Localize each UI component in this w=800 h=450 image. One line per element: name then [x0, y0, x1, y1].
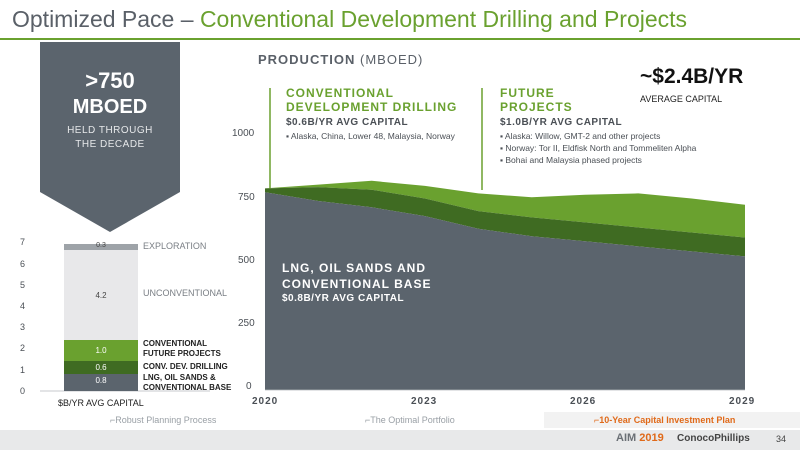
- side-tick-6: 6: [20, 259, 26, 269]
- side-seg-drilling: [64, 361, 138, 374]
- page-title: Optimized Pace – Conventional Developmen…: [12, 6, 687, 33]
- side-tick-3: 3: [20, 322, 26, 332]
- callout-line1: HELD THROUGH: [67, 125, 153, 136]
- side-xlabel: $B/YR AVG CAPITAL: [58, 398, 144, 408]
- y-tick-250: 250: [238, 318, 255, 329]
- side-tick-1: 1: [20, 365, 26, 375]
- callout-unit: MBOED: [72, 96, 148, 118]
- production-title: PRODUCTION (MBOED): [258, 52, 424, 67]
- conventional-heading: CONVENTIONAL DEVELOPMENT DRILLING: [286, 86, 458, 114]
- side-val-future: 1.0: [95, 346, 107, 355]
- side-seg-base: [64, 374, 138, 391]
- future-bullets: Alaska: Willow, GMT-2 and other projects…: [500, 130, 697, 166]
- side-tick-2: 2: [20, 343, 26, 353]
- side-label-exploration: EXPLORATION: [143, 241, 207, 251]
- title-accent: Conventional Development Drilling and Pr…: [199, 6, 688, 32]
- y-tick-750: 750: [238, 192, 255, 203]
- y-tick-1000: 1000: [232, 128, 255, 139]
- callout-value: >750: [85, 68, 135, 93]
- future-capital: $1.0B/YR AVG CAPITAL: [500, 117, 623, 128]
- future-bullet: Bohai and Malaysia phased projects: [500, 154, 696, 166]
- callout-shape: [40, 42, 180, 232]
- conventional-bullets: Alaska, China, Lower 48, Malaysia, Norwa…: [286, 130, 455, 142]
- aim-logo: AIM 2019: [616, 432, 664, 444]
- title-main: Optimized Pace: [12, 6, 175, 32]
- side-label-base: LNG, OIL SANDS & CONVENTIONAL BASE: [143, 373, 232, 392]
- side-tick-5: 5: [20, 280, 26, 290]
- x-tick-2029: 2029: [729, 396, 756, 407]
- side-seg-unconventional: [64, 250, 138, 340]
- side-label-drilling: CONV. DEV. DRILLING: [143, 362, 228, 371]
- average-capital-value: ~$2.4B/YR: [640, 65, 744, 88]
- base-label: LNG, OIL SANDS AND CONVENTIONAL BASE: [282, 261, 432, 291]
- x-tick-2020: 2020: [252, 396, 279, 407]
- title-rule: [0, 38, 800, 40]
- side-seg-exploration: [64, 244, 138, 250]
- x-tick-2023: 2023: [411, 396, 438, 407]
- title-separator: –: [174, 6, 200, 32]
- page-number: 34: [776, 434, 787, 444]
- side-val-drilling: 0.6: [95, 363, 107, 372]
- section-tabs: ⌐Robust Planning Process ⌐The Optimal Po…: [0, 412, 800, 428]
- future-heading: FUTURE PROJECTS: [500, 86, 573, 114]
- side-label-unconventional: UNCONVENTIONAL: [143, 288, 228, 298]
- tab-capital-plan[interactable]: ⌐10-Year Capital Investment Plan: [544, 412, 800, 428]
- area-conventional-base: [265, 192, 745, 390]
- tab-robust-planning[interactable]: ⌐Robust Planning Process: [110, 415, 217, 425]
- conventional-capital: $0.6B/YR AVG CAPITAL: [286, 117, 409, 128]
- footer-bar: [0, 430, 800, 450]
- base-capital: $0.8B/YR AVG CAPITAL: [282, 293, 405, 304]
- conocophillips-logo: ConocoPhillips: [677, 433, 750, 444]
- side-seg-future: [64, 340, 138, 361]
- side-tick-7: 7: [20, 237, 26, 247]
- side-val-unconventional: 4.2: [95, 291, 107, 300]
- average-capital-label: AVERAGE CAPITAL: [640, 94, 723, 104]
- future-bullet: Norway: Tor II, Eldfisk North and Tommel…: [500, 142, 696, 154]
- area-future-projects: [265, 180, 745, 238]
- side-label-future: CONVENTIONAL FUTURE PROJECTS: [143, 339, 221, 358]
- side-val-base: 0.8: [95, 376, 107, 385]
- side-tick-4: 4: [20, 301, 26, 311]
- x-tick-2026: 2026: [570, 396, 597, 407]
- tab-optimal-portfolio[interactable]: ⌐The Optimal Portfolio: [365, 415, 455, 425]
- side-tick-0: 0: [20, 386, 26, 396]
- side-bar-svg: [40, 244, 210, 392]
- y-tick-500: 500: [238, 255, 255, 266]
- future-bullet: Alaska: Willow, GMT-2 and other projects: [500, 130, 696, 142]
- area-development-drilling: [265, 187, 745, 257]
- conventional-bullet: Alaska, China, Lower 48, Malaysia, Norwa…: [286, 130, 455, 142]
- side-val-exploration: 0.3: [96, 242, 106, 249]
- callout-banner: >750 MBOED HELD THROUGH THE DECADE: [40, 42, 180, 232]
- callout-line2: THE DECADE: [75, 139, 145, 150]
- y-tick-0: 0: [246, 381, 252, 392]
